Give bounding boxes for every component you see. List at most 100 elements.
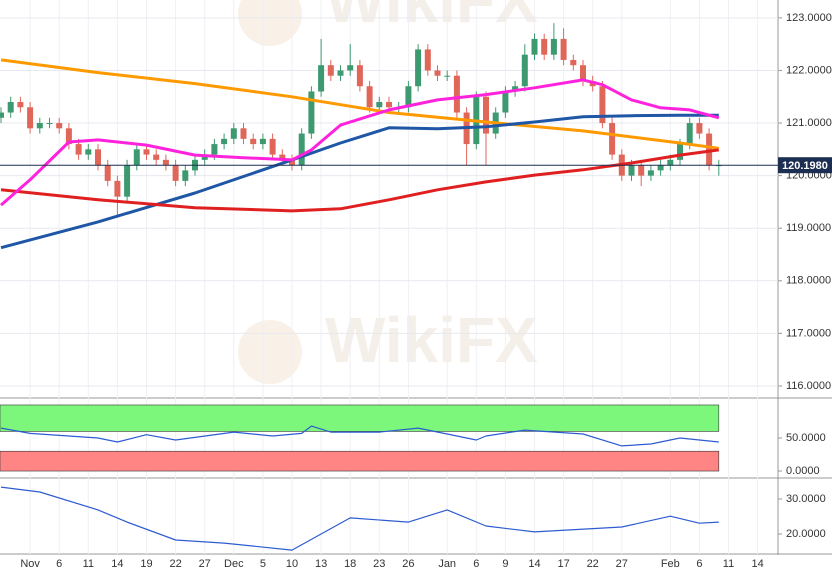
candle-body — [0, 112, 4, 118]
candle-body — [453, 75, 460, 113]
x-tick-label: 17 — [557, 558, 569, 570]
candle-body — [36, 123, 43, 129]
candle-body — [434, 70, 441, 76]
candle-body — [483, 96, 489, 134]
x-tick-label: Nov — [20, 558, 40, 570]
indicator-line — [0, 486, 719, 551]
x-tick-label: Jan — [438, 558, 456, 570]
panel: 116.0000117.0000118.0000119.0000120.0000… — [0, 12, 832, 392]
candle-body — [27, 107, 34, 129]
x-tick-label: 14 — [111, 558, 123, 570]
candle-body — [580, 65, 586, 81]
candle-body — [570, 59, 577, 66]
x-tick-label: Feb — [661, 558, 680, 570]
y-tick-label: 119.0000 — [786, 222, 831, 234]
x-tick-label: 11 — [723, 558, 734, 570]
candle-body — [706, 133, 713, 166]
candle-body — [337, 70, 344, 76]
candle-body — [230, 128, 237, 139]
x-tick-label: 19 — [140, 558, 152, 570]
candle-body — [628, 165, 635, 176]
candle-body — [124, 165, 131, 197]
y-tick-label: 20.0000 — [786, 528, 826, 540]
x-tick-label: 13 — [315, 558, 327, 570]
y-tick-label: 117.0000 — [786, 327, 831, 339]
panel: 0.0000 50.0000 — [0, 404, 826, 477]
candle-body — [638, 165, 645, 176]
candle-body — [201, 154, 208, 160]
candle-body — [182, 170, 189, 181]
candle-body — [347, 65, 354, 71]
x-tick-label: 27 — [199, 558, 211, 570]
x-tick-label: 14 — [751, 558, 763, 570]
y-tick-label: 118.0000 — [786, 275, 831, 287]
candle-body — [162, 159, 169, 166]
candle-body — [7, 102, 14, 113]
candle-body — [269, 138, 276, 155]
candle-body — [686, 123, 693, 145]
y-tick-label: 116.0000 — [786, 380, 831, 392]
candle-body — [17, 102, 24, 108]
last-price-label: 120.1980 — [782, 160, 828, 172]
y-tick-label: 123.0000 — [786, 12, 832, 24]
x-tick-label: 6 — [56, 558, 62, 570]
candle-body — [541, 38, 548, 55]
candle-body — [298, 133, 305, 166]
y-tick-label: 30.0000 — [786, 493, 826, 505]
candle-body — [250, 138, 257, 145]
candle-body — [560, 38, 567, 60]
x-tick-label: 10 — [286, 558, 298, 570]
candle-body — [657, 165, 664, 171]
candle-body — [609, 123, 616, 155]
candle-body — [512, 86, 519, 92]
candle-body — [677, 144, 683, 160]
candle-body — [667, 159, 674, 166]
candle-body — [259, 138, 266, 145]
candle-body — [221, 138, 228, 145]
watermark-logo — [238, 320, 302, 384]
x-tick-label: 5 — [260, 558, 266, 570]
x-tick-label: 6 — [696, 558, 702, 570]
indicator-line — [0, 148, 719, 213]
watermark-logo — [238, 0, 302, 46]
indicator-line — [0, 78, 720, 207]
candle-body — [376, 102, 383, 108]
candle-body — [104, 165, 111, 181]
x-tick-label: 22 — [169, 558, 181, 570]
x-tick-label: 14 — [528, 558, 540, 570]
panel: 20.0000 30.0000 — [0, 486, 826, 551]
candle-body — [521, 54, 528, 87]
candle-body — [172, 165, 179, 181]
candle-body — [424, 49, 431, 71]
candle-body — [240, 128, 247, 139]
candle-body — [356, 65, 363, 87]
candle-body — [308, 91, 315, 134]
candle-body — [75, 144, 82, 155]
candle-body — [599, 86, 606, 124]
candle-body — [133, 149, 140, 166]
x-tick-label: 26 — [402, 558, 414, 570]
candle-body — [85, 149, 92, 155]
candle-body — [444, 75, 451, 77]
candle-body — [289, 159, 295, 166]
y-tick-label: 121.0000 — [786, 117, 832, 129]
indicator-line — [0, 113, 719, 250]
candle-body — [366, 86, 373, 108]
candle-body — [143, 149, 150, 155]
zone-band — [0, 404, 720, 432]
candle-body — [647, 170, 654, 176]
watermark-text: WikiFX — [325, 304, 538, 376]
candle-body — [405, 86, 412, 108]
zone-band — [0, 450, 720, 472]
x-tick-label: 27 — [616, 558, 628, 570]
x-tick-label: 6 — [473, 558, 479, 570]
candle-body — [114, 180, 121, 197]
last-price-box — [778, 157, 832, 174]
x-tick-label: 11 — [83, 558, 94, 570]
y-tick-label: 122.0000 — [786, 64, 832, 76]
y-tick-label: 50.0000 — [786, 432, 826, 444]
x-tick-label: 9 — [502, 558, 508, 570]
x-tick-label: 22 — [587, 558, 599, 570]
